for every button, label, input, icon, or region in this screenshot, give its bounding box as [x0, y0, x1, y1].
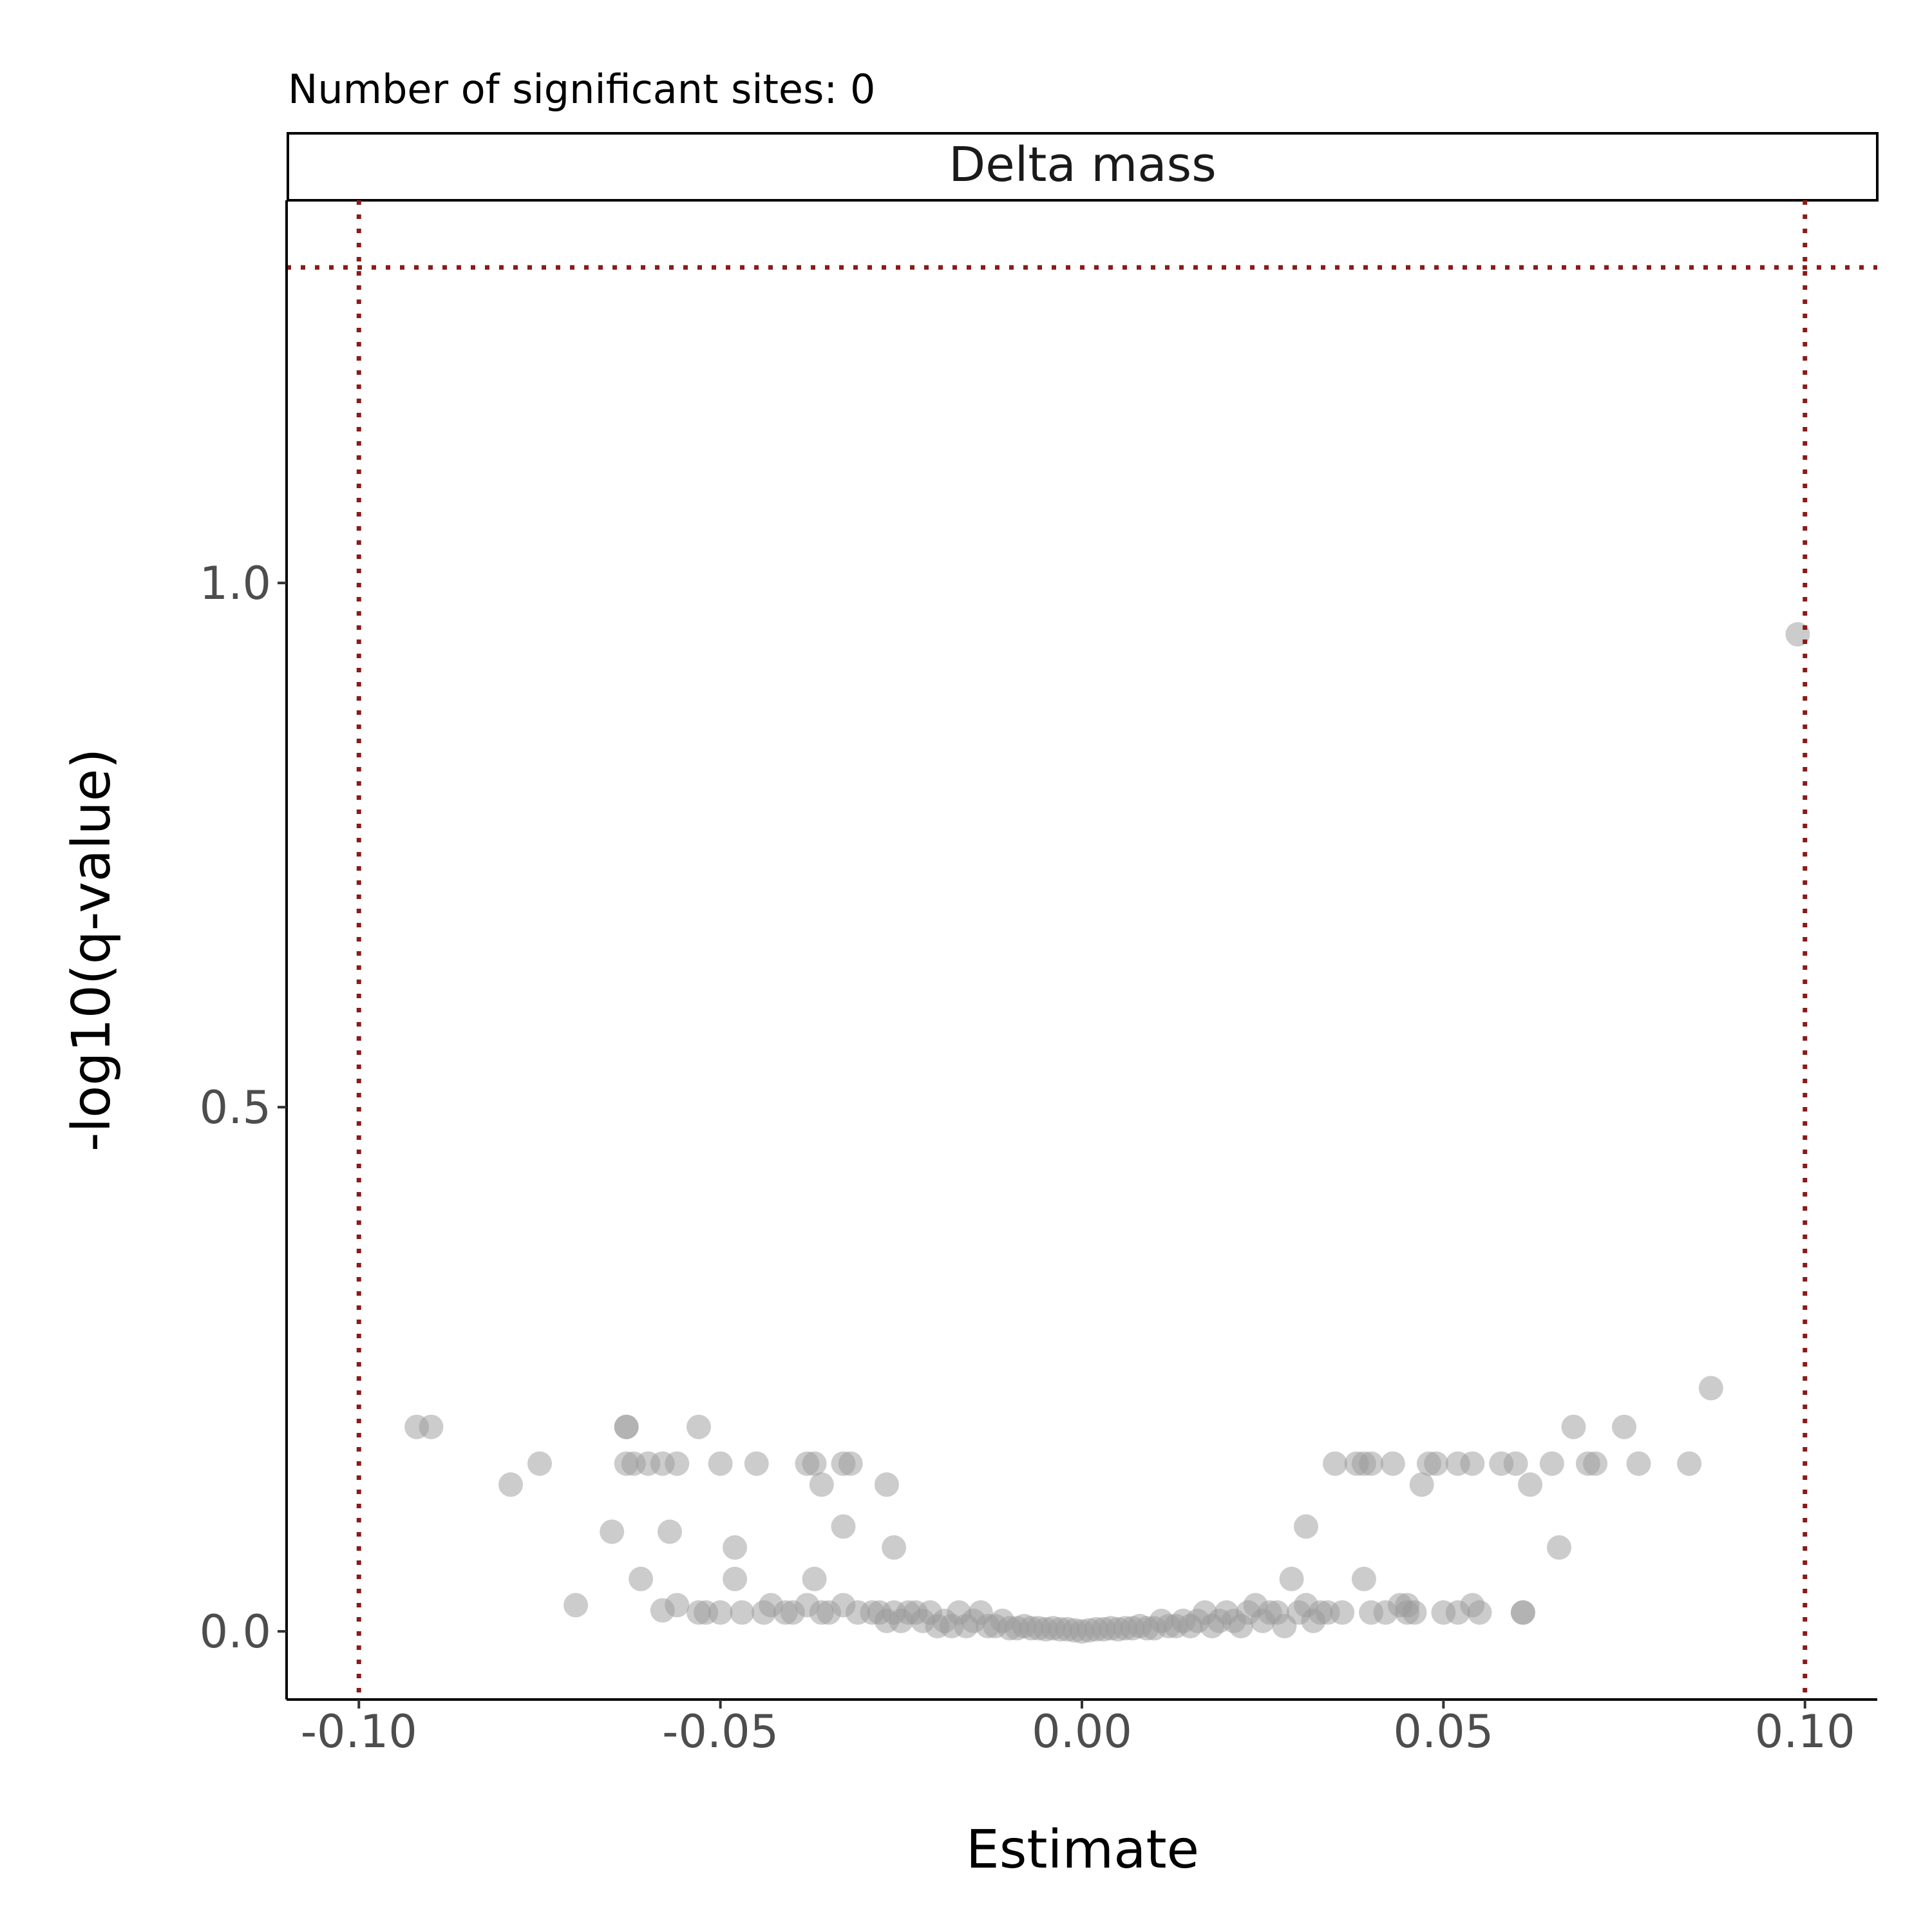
facet-strip: [287, 132, 1879, 202]
data-point: [1409, 1472, 1434, 1497]
data-point: [1539, 1451, 1564, 1476]
data-point: [527, 1451, 552, 1476]
data-point: [882, 1535, 907, 1560]
data-point: [658, 1519, 682, 1544]
data-point: [1294, 1514, 1318, 1539]
data-point: [1351, 1566, 1376, 1591]
data-point: [564, 1593, 589, 1618]
x-tick-label: 0.05: [1393, 1705, 1493, 1758]
y-axis-label: -log10(q-value): [61, 748, 122, 1151]
data-point: [723, 1566, 748, 1591]
y-tick-label: 0.5: [200, 1081, 271, 1134]
data-point: [1424, 1451, 1449, 1476]
x-axis-label: Estimate: [966, 1819, 1199, 1880]
data-point: [838, 1451, 863, 1476]
data-points: [404, 622, 1810, 1644]
data-point: [723, 1535, 748, 1560]
data-point: [708, 1451, 733, 1476]
data-point: [1612, 1414, 1636, 1439]
data-point: [1626, 1451, 1651, 1476]
data-point: [1467, 1600, 1492, 1625]
data-point: [1323, 1451, 1347, 1476]
y-axis-ticks: 0.0 0.5 1.0: [200, 557, 287, 1658]
data-point: [614, 1414, 639, 1439]
data-point: [665, 1593, 690, 1618]
y-tick-label: 1.0: [200, 557, 271, 610]
data-point: [419, 1414, 444, 1439]
x-tick-label: -0.10: [301, 1705, 417, 1758]
x-axis-ticks: -0.10 -0.05 0.00 0.05 0.10: [301, 1700, 1855, 1758]
data-point: [708, 1600, 733, 1625]
chart-subtitle: Number of significant sites: 0: [288, 66, 875, 113]
data-point: [1279, 1566, 1304, 1591]
data-point: [1547, 1535, 1571, 1560]
data-point: [629, 1566, 654, 1591]
data-point: [600, 1519, 625, 1544]
y-tick-label: 0.0: [200, 1605, 271, 1658]
data-point: [1460, 1451, 1485, 1476]
data-point: [1561, 1414, 1586, 1439]
data-point: [1503, 1451, 1528, 1476]
data-point: [1402, 1600, 1427, 1625]
facet-label: Delta mass: [949, 137, 1217, 193]
data-point: [1330, 1600, 1355, 1625]
data-point: [802, 1566, 827, 1591]
x-tick-label: -0.05: [662, 1705, 779, 1758]
data-point: [1583, 1451, 1608, 1476]
data-point: [874, 1472, 899, 1497]
data-point: [498, 1472, 523, 1497]
data-point: [687, 1414, 711, 1439]
data-point: [744, 1451, 769, 1476]
data-point: [1380, 1451, 1405, 1476]
x-tick-label: 0.00: [1032, 1705, 1132, 1758]
data-point: [831, 1514, 856, 1539]
data-point: [1677, 1451, 1702, 1476]
data-point: [809, 1472, 834, 1497]
x-tick-label: 0.10: [1755, 1705, 1855, 1758]
reference-lines: [287, 200, 1877, 1700]
data-point: [1518, 1472, 1543, 1497]
data-point: [665, 1451, 690, 1476]
data-point: [802, 1451, 827, 1476]
data-point: [1510, 1600, 1535, 1625]
data-point: [1359, 1451, 1384, 1476]
data-point: [730, 1600, 755, 1625]
data-point: [1698, 1376, 1723, 1401]
